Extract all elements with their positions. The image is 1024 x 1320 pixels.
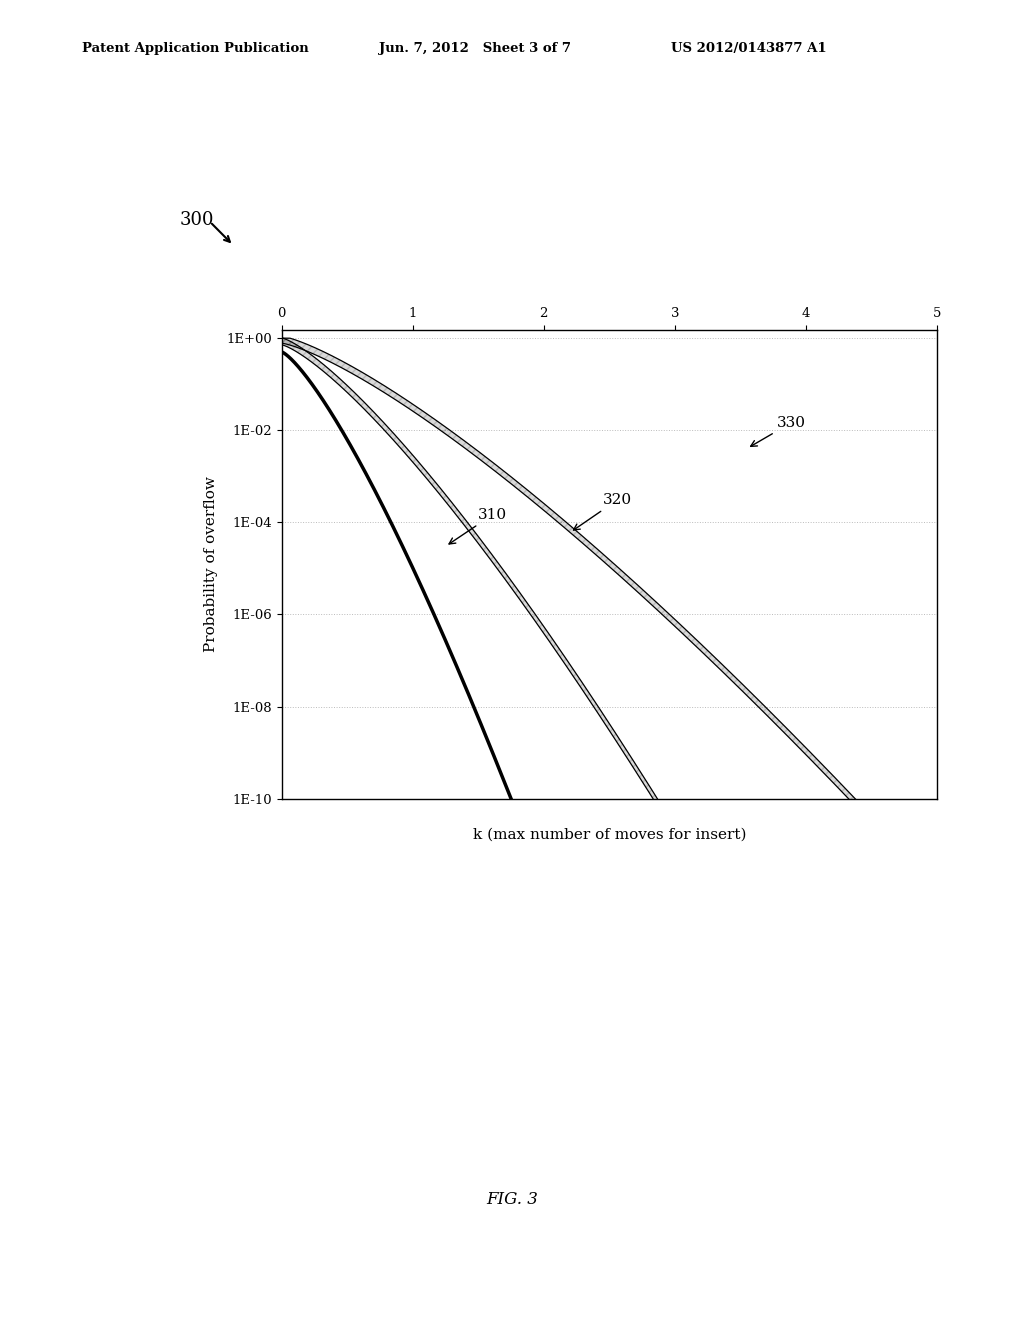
Text: k (max number of moves for insert): k (max number of moves for insert) — [472, 828, 746, 842]
Text: 330: 330 — [751, 416, 806, 446]
Text: 310: 310 — [450, 508, 507, 544]
Text: US 2012/0143877 A1: US 2012/0143877 A1 — [671, 42, 826, 55]
Text: FIG. 3: FIG. 3 — [486, 1191, 538, 1208]
Y-axis label: Probability of overflow: Probability of overflow — [204, 477, 218, 652]
Text: Jun. 7, 2012   Sheet 3 of 7: Jun. 7, 2012 Sheet 3 of 7 — [379, 42, 571, 55]
Text: 300: 300 — [179, 211, 214, 230]
Text: Patent Application Publication: Patent Application Publication — [82, 42, 308, 55]
Text: 320: 320 — [573, 492, 632, 531]
